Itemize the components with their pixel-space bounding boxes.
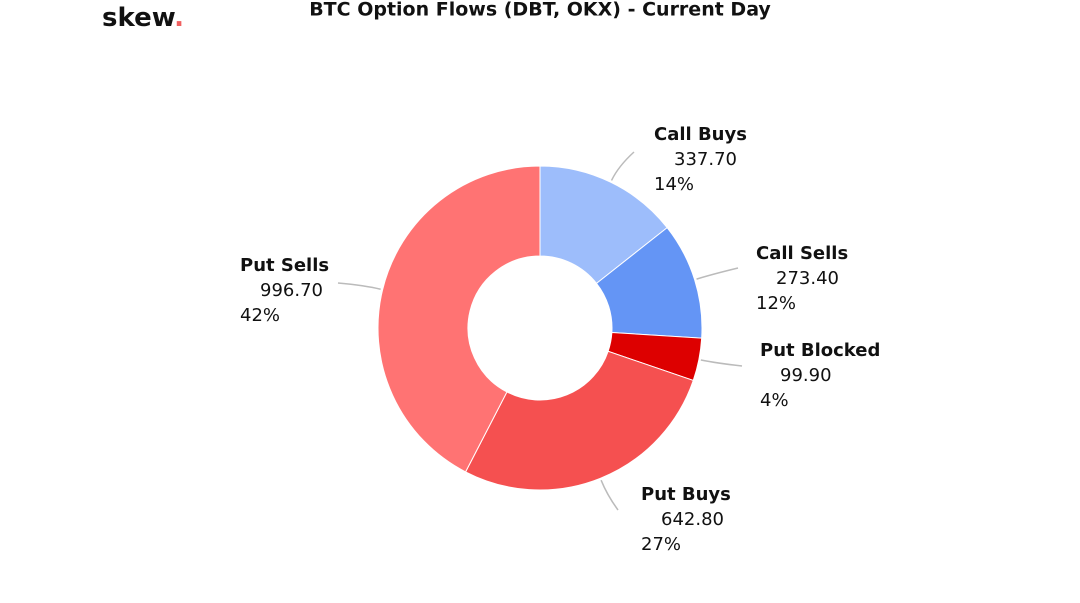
value-label: 99.90 [780,365,832,386]
value-label: 996.70 [260,280,323,301]
logo: skew. [102,3,184,33]
logo-dot: . [174,3,184,33]
leader-line [610,151,635,181]
percent-label: 4% [760,390,789,411]
logo-text: skew [102,3,176,33]
leader-line [700,359,743,367]
leader-line [696,267,739,280]
slice [377,165,541,473]
slice-name: Call Buys [654,124,747,145]
leader-line [337,282,381,290]
percent-label: 12% [756,293,796,314]
percent-label: 14% [654,174,694,195]
slice-name: Put Sells [240,255,329,276]
value-label: 273.40 [776,268,839,289]
slice [464,350,694,491]
slice-name: Call Sells [756,243,848,264]
percent-label: 27% [641,534,681,555]
value-label: 337.70 [674,149,737,170]
slice-name: Put Buys [641,484,731,505]
leader-line [600,479,619,511]
percent-label: 42% [240,305,280,326]
chart-title: BTC Option Flows (DBT, OKX) - Current Da… [309,0,771,21]
value-label: 642.80 [661,509,724,530]
slice-name: Put Blocked [760,340,880,361]
